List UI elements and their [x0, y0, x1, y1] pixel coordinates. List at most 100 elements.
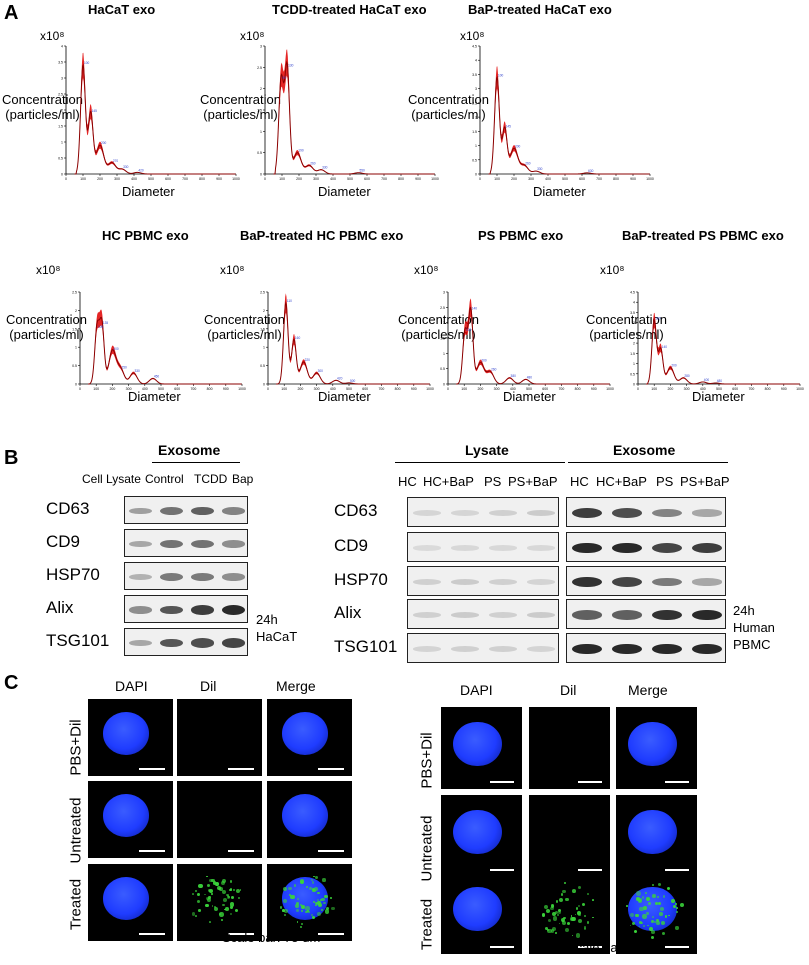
x-tick-label: 200 [477, 387, 483, 391]
x-tick-label: 300 [494, 387, 500, 391]
blot-band [488, 612, 518, 618]
x-tick-label: 200 [97, 177, 103, 181]
x-tick-label: 900 [411, 387, 417, 391]
dil-puncta [283, 899, 288, 904]
dil-puncta [311, 916, 315, 920]
blot-band [450, 612, 480, 618]
right-lysate-lane: PS+BaP [508, 474, 558, 489]
peak-label: 450 [154, 374, 160, 378]
y-tick-label: 2.5 [58, 93, 63, 97]
nta-chart: 0 0.5 1 1.5 2 2.5 0 100 200 300 400 500 600 700 800 900… [260, 291, 434, 392]
x-tick-label: 400 [545, 177, 551, 181]
y-tick-label: 3.5 [58, 61, 63, 65]
blot-band [572, 576, 602, 588]
chart-multiplier: x10⁸ [240, 29, 265, 43]
dil-puncta [290, 894, 295, 899]
nta-chart: 0 0.5 1 1.5 2 2.5 3 0 100 200 300 400 500 600 700 800 90… [257, 45, 439, 182]
dil-puncta [288, 886, 292, 891]
chart-title: BaP-treated PS PBMC exo [622, 228, 784, 243]
dil-puncta [322, 878, 326, 882]
dil-puncta [235, 888, 240, 893]
dil-puncta [570, 915, 573, 918]
y-tick-label: 1.5 [72, 327, 77, 331]
dil-puncta [657, 901, 661, 905]
blot-band [128, 639, 153, 647]
dil-puncta [549, 906, 554, 911]
blot-band [190, 573, 215, 581]
peak-label: 420 [138, 168, 144, 172]
peak-label: 400 [704, 378, 710, 382]
peak-label: 145 [506, 124, 512, 128]
peak-label: 330 [537, 167, 543, 171]
y-tick-label: 2.5 [630, 331, 635, 335]
dil-puncta [325, 906, 329, 910]
y-tick-label: 3.5 [630, 311, 635, 315]
right-exosome-lane: HC+BaP [596, 474, 647, 489]
dil-puncta [295, 902, 299, 905]
peak-label: 220 [305, 358, 311, 362]
x-tick-label: 400 [700, 387, 706, 391]
blot-band [412, 510, 442, 516]
dil-puncta [578, 905, 581, 908]
dil-puncta [312, 887, 316, 891]
chart-multiplier: x10⁸ [220, 263, 245, 277]
y-tick-label: 1.5 [58, 125, 63, 129]
blot-band [612, 610, 642, 620]
dil-puncta [195, 890, 198, 893]
dil-puncta [584, 928, 587, 931]
peak-label: 260 [491, 368, 497, 372]
dil-puncta [204, 893, 206, 896]
dil-puncta [629, 924, 632, 927]
dil-puncta [551, 926, 556, 932]
y-tick-label: 1 [263, 346, 265, 350]
blot-band [526, 510, 556, 516]
dil-puncta [578, 919, 583, 924]
dil-puncta [582, 902, 586, 906]
dil-puncta [211, 878, 215, 883]
blot-band [450, 646, 480, 652]
right-protein-label: Alix [334, 603, 362, 622]
dil-puncta [550, 929, 554, 933]
dil-puncta [232, 888, 236, 891]
dil-puncta [571, 934, 574, 937]
dil-puncta [643, 925, 645, 927]
dil-puncta [206, 875, 208, 878]
peak-label: 110 [287, 299, 292, 303]
left-blot-strip [124, 529, 248, 557]
blot-band [612, 508, 642, 518]
dil-puncta [219, 913, 222, 916]
peak-label: 135 [103, 321, 109, 325]
micrograph-tile [88, 699, 173, 776]
y-tick-label: 3 [443, 291, 445, 295]
x-tick-label: 700 [748, 387, 754, 391]
dil-puncta [218, 887, 223, 891]
lysate-blot-strip [407, 532, 559, 562]
micrograph-tile [177, 781, 262, 858]
left-lane-label: Cell Lysate [82, 472, 141, 486]
nta-chart: 0 0.5 1 1.5 2 2.5 3 3.5 4 4.5 0 100 200 300 400 500 600 7… [472, 45, 654, 182]
error-band [646, 312, 800, 384]
error-band [456, 298, 610, 384]
dil-puncta [209, 888, 214, 894]
x-tick-label: 600 [542, 387, 548, 391]
dil-puncta [565, 928, 570, 933]
dil-puncta [661, 921, 666, 926]
chart-ylabel: Concentration (particles/ml) [586, 312, 667, 342]
dil-puncta [656, 895, 659, 898]
y-tick-label: 0 [75, 383, 77, 387]
dil-puncta [635, 913, 639, 918]
dil-puncta [321, 897, 325, 902]
dil-puncta [558, 909, 562, 913]
distribution-line [456, 306, 610, 385]
dil-puncta [311, 914, 314, 916]
chart-ylabel: Concentration (particles/ml) [6, 312, 87, 342]
right-col-merge: Merge [628, 682, 668, 698]
lysate-blot-strip [407, 497, 559, 527]
right-protein-label: CD9 [334, 536, 369, 555]
blot-band [488, 510, 518, 516]
blot-band [692, 509, 722, 517]
peak-label: 480 [527, 375, 533, 379]
dil-puncta [239, 888, 242, 891]
y-tick-label: 4.5 [630, 291, 635, 295]
error-band [488, 66, 650, 174]
